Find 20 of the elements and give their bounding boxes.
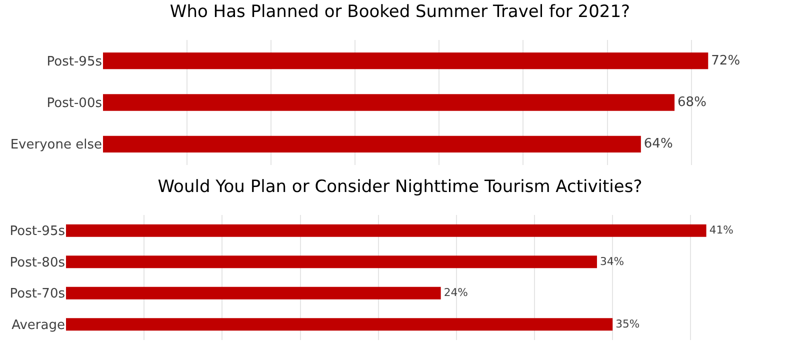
data-label: 34%: [600, 254, 624, 268]
bar: [66, 256, 597, 268]
chart-title: Who Has Planned or Booked Summer Travel for 2021?: [170, 2, 630, 22]
y-tick-label: Post-95s: [10, 224, 66, 240]
y-tick-label: Post-80s: [10, 255, 66, 270]
y-tick-label: Post-95s: [46, 54, 102, 70]
chart-title: Would You Plan or Consider Nighttime Tourism Activities?: [158, 177, 642, 198]
y-tick-label: Post-70s: [10, 286, 66, 302]
bar: [66, 318, 613, 331]
bar: [66, 286, 441, 300]
data-label: 41%: [709, 224, 734, 237]
data-label: 72%: [711, 53, 740, 68]
data-label: 64%: [644, 136, 673, 152]
y-tick-label: Everyone else: [10, 138, 102, 153]
y-tick-label: Post-00s: [46, 96, 102, 112]
y-tick-label: Average: [12, 318, 65, 333]
data-label: 68%: [678, 95, 706, 110]
data-label: 24%: [444, 286, 468, 300]
bar: [66, 224, 706, 237]
data-label: 35%: [616, 317, 640, 330]
